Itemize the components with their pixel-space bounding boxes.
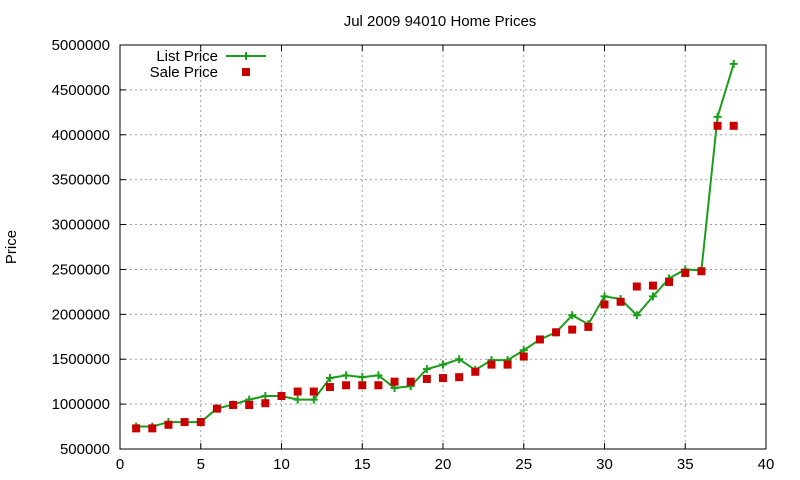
sale-price-point xyxy=(697,267,706,276)
list-price-point xyxy=(422,365,431,374)
sale-price-point xyxy=(196,418,205,427)
y-tick-label: 4000000 xyxy=(52,127,110,144)
y-tick-label: 1000000 xyxy=(52,396,110,413)
sale-price-point xyxy=(600,300,609,309)
sale-price-point xyxy=(358,381,367,390)
sale-price-point xyxy=(648,281,657,290)
list-price-point xyxy=(309,395,318,404)
y-tick-label: 5000000 xyxy=(52,37,110,54)
sale-price-point xyxy=(471,367,480,376)
sale-price-point xyxy=(632,282,641,291)
sale-price-point xyxy=(535,335,544,344)
x-tick-label: 30 xyxy=(596,456,613,473)
legend-label: List Price xyxy=(156,48,218,65)
x-tick-label: 10 xyxy=(273,456,290,473)
legend-square-marker xyxy=(242,68,250,76)
list-price-point xyxy=(455,355,464,364)
sale-price-point xyxy=(277,392,286,401)
sale-price-point xyxy=(665,278,674,287)
sale-price-point xyxy=(729,121,738,130)
sale-price-point xyxy=(616,297,625,306)
sale-price-point xyxy=(325,383,334,392)
sale-price-point xyxy=(148,424,157,433)
list-price-point xyxy=(439,360,447,369)
sale-price-point xyxy=(455,373,464,382)
sale-price-point xyxy=(406,377,415,386)
axes xyxy=(119,44,767,450)
x-tick-label: 20 xyxy=(435,456,452,473)
y-tick-label: 500000 xyxy=(60,441,110,458)
sale-price-point xyxy=(568,325,577,334)
sale-price-point xyxy=(439,374,447,383)
sale-price-point xyxy=(293,387,302,396)
x-tick-label: 35 xyxy=(677,456,694,473)
list-price-point xyxy=(713,112,722,121)
y-tick-label: 4500000 xyxy=(52,82,110,99)
y-tick-label: 2000000 xyxy=(52,306,110,323)
sale-price-point xyxy=(212,404,221,413)
sale-price-point xyxy=(229,401,238,410)
chart-title: Jul 2009 94010 Home Prices xyxy=(344,13,537,30)
legend-label: Sale Price xyxy=(150,64,218,81)
sale-price-point xyxy=(132,424,141,433)
list-price-point xyxy=(374,371,383,380)
list-price-point xyxy=(729,59,738,68)
list-price-point xyxy=(358,373,367,382)
list-price-point xyxy=(568,311,577,320)
sale-price-point xyxy=(374,381,383,390)
y-tick-label: 3500000 xyxy=(52,172,110,189)
sale-price-point xyxy=(390,377,399,386)
x-tick-label: 15 xyxy=(354,456,371,473)
sale-price-point xyxy=(342,381,351,390)
sale-price-point xyxy=(487,360,496,369)
series-list-price xyxy=(132,59,738,431)
grid xyxy=(120,45,766,449)
list-price-point xyxy=(325,374,334,383)
sale-price-point xyxy=(422,374,431,383)
sale-price-point xyxy=(164,420,173,429)
sale-price-point xyxy=(309,387,318,396)
x-tick-label: 5 xyxy=(197,456,205,473)
y-tick-label: 3000000 xyxy=(52,217,110,234)
sale-price-point xyxy=(584,322,593,331)
list-price-point xyxy=(293,395,302,404)
sale-price-point xyxy=(552,328,561,337)
series-sale-price xyxy=(132,121,738,433)
series xyxy=(132,59,738,433)
sale-price-point xyxy=(261,399,270,408)
list-price-point xyxy=(632,311,641,320)
x-tick-label: 25 xyxy=(515,456,532,473)
y-tick-label: 1500000 xyxy=(52,351,110,368)
y-tick-label: 2500000 xyxy=(52,261,110,278)
sale-price-point xyxy=(245,401,254,410)
list-price-point xyxy=(342,371,351,380)
list-price-point xyxy=(648,292,657,301)
y-axis-label: Price xyxy=(3,230,20,264)
tick-labels: 0 5 10 15 20 25 30 35 40 500000 1000000 1500000 2000… xyxy=(52,37,775,473)
sale-price-point xyxy=(503,360,512,369)
list-price-line xyxy=(136,63,735,428)
x-tick-label: 0 xyxy=(116,456,124,473)
sale-price-point xyxy=(519,352,528,361)
list-price-point xyxy=(261,392,270,401)
sale-price-point xyxy=(180,418,189,427)
sale-price-point xyxy=(681,269,690,278)
x-tick-label: 40 xyxy=(758,456,775,473)
sale-price-point xyxy=(713,121,722,130)
list-price-point xyxy=(600,292,609,301)
legend-plus-marker xyxy=(242,52,250,60)
